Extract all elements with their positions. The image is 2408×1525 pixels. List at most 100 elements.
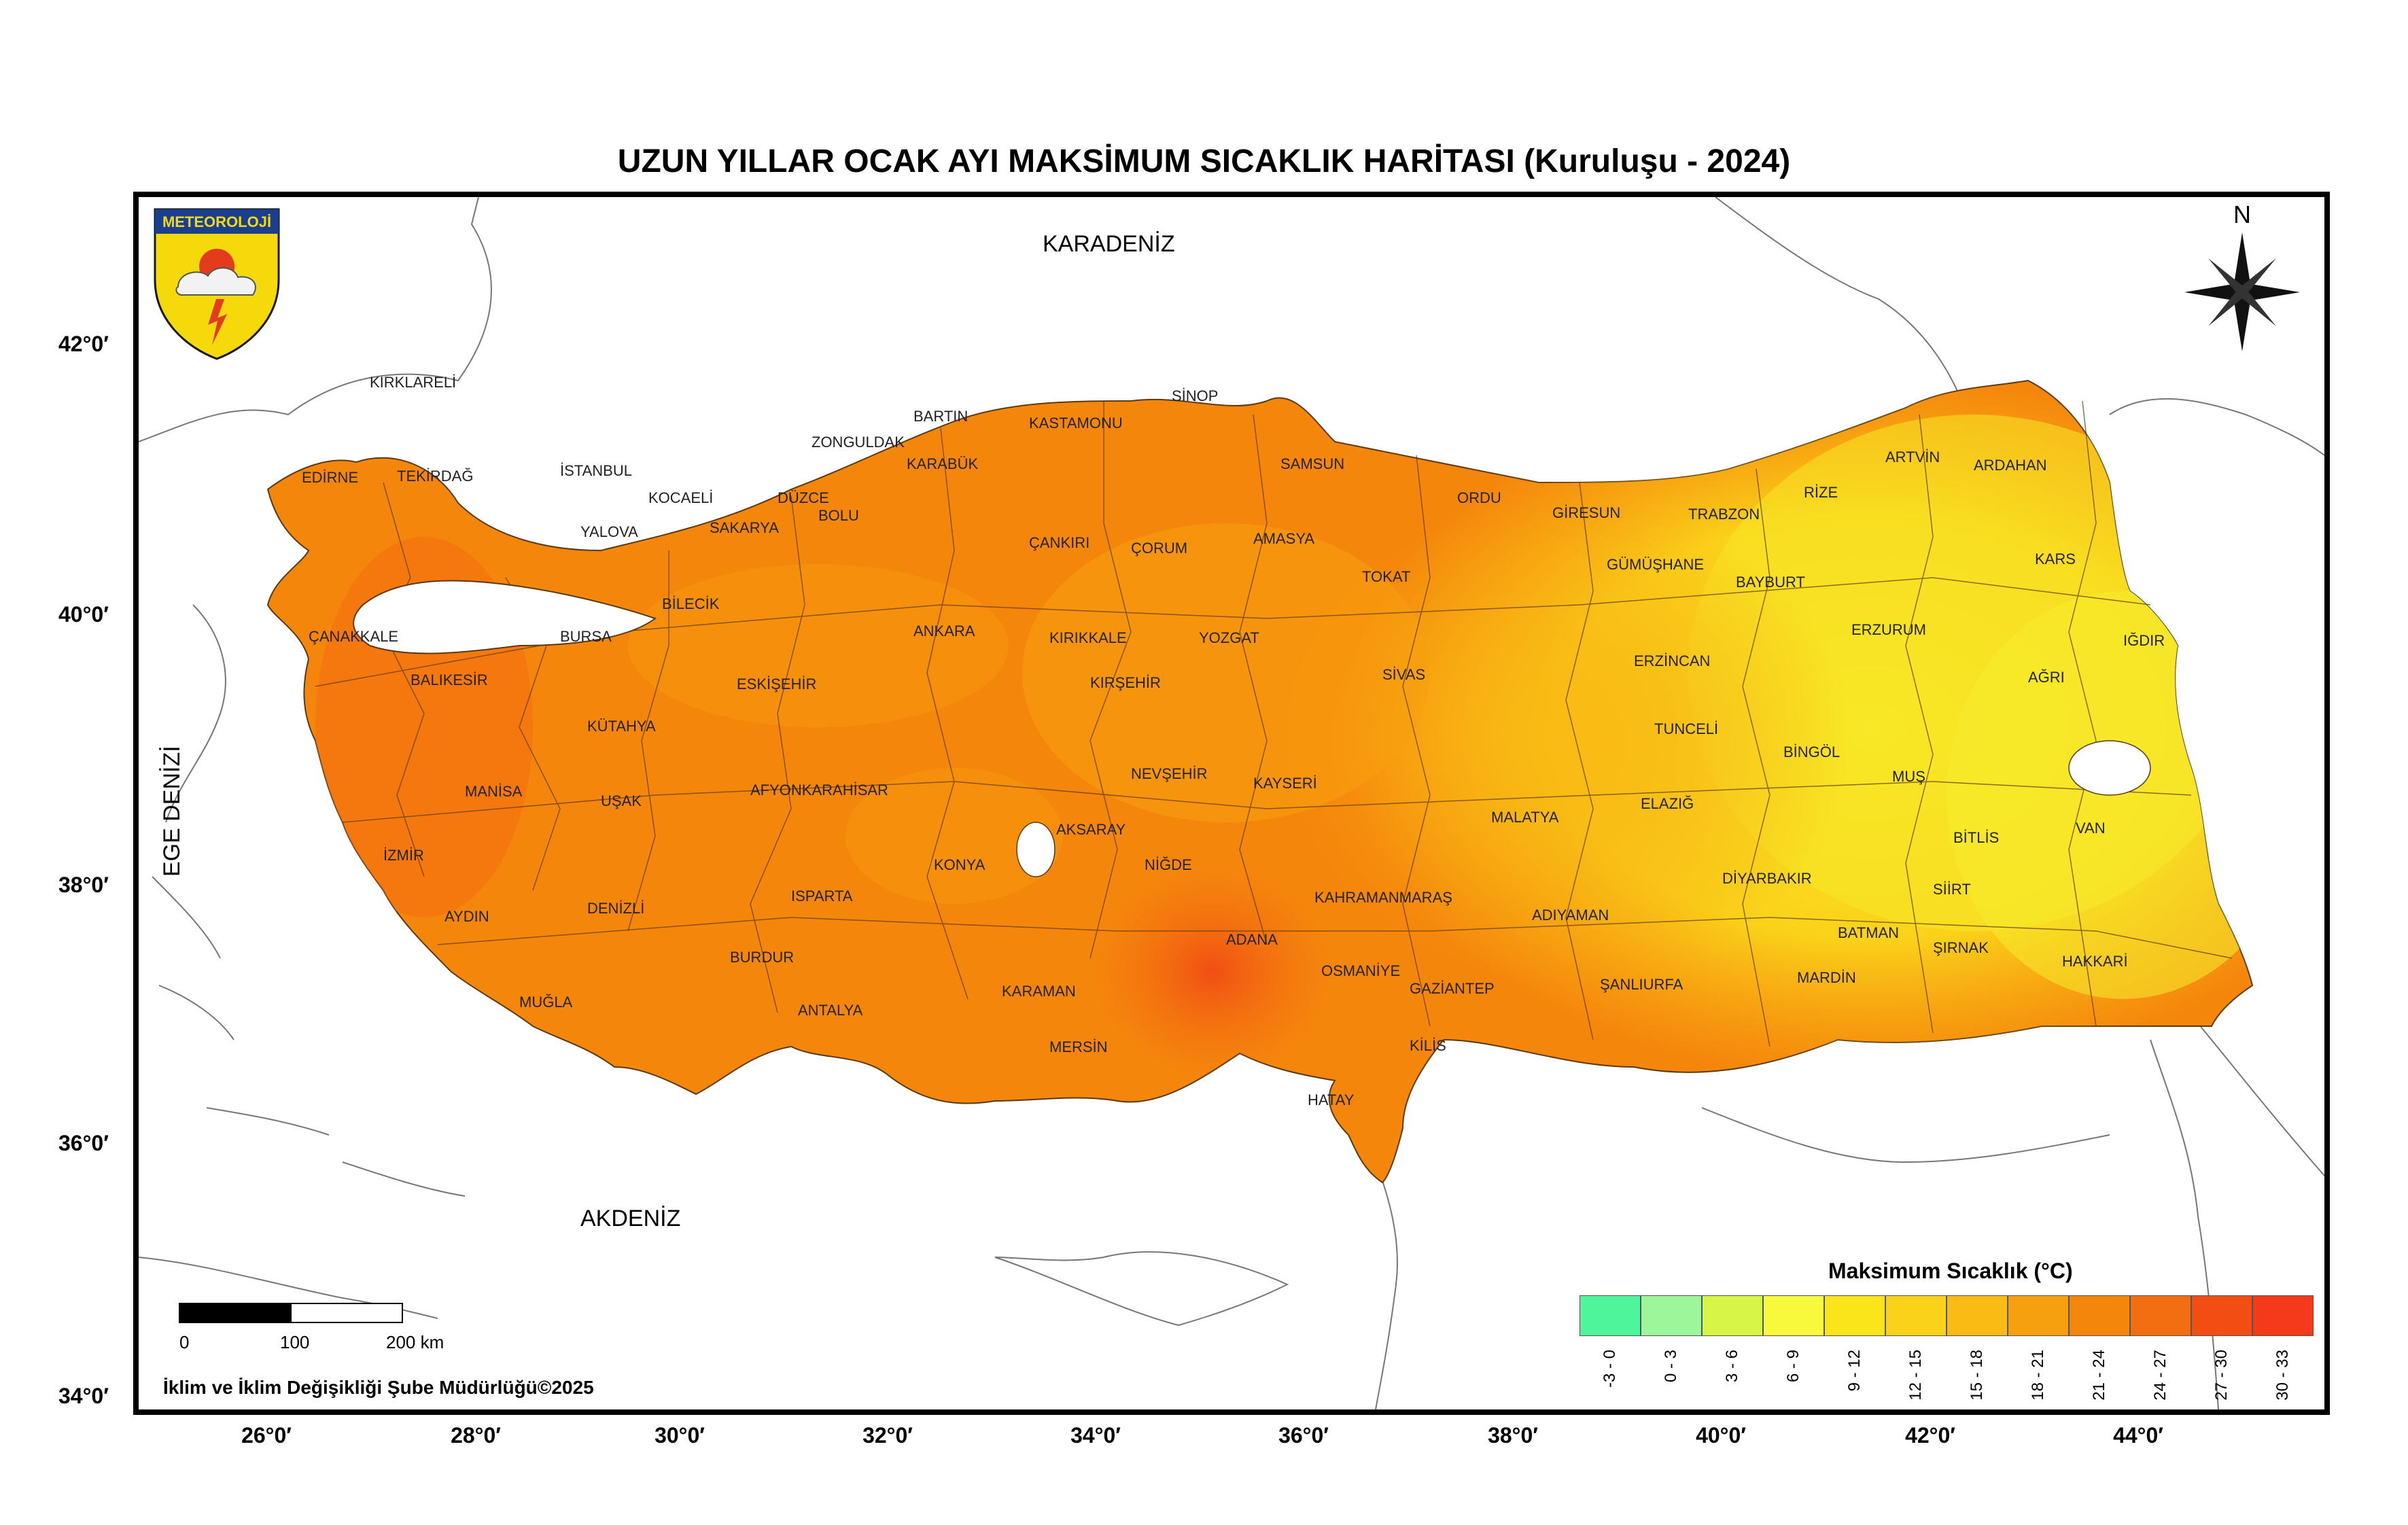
legend-swatch — [2008, 1295, 2069, 1336]
temperature-map: KARADENİZ AKDENİZ EGE DENİZİ KIRKLARELİ … — [139, 197, 2324, 1409]
province-label: BİLECİK — [662, 595, 720, 612]
lat-label-36: 36°0′ — [58, 1131, 109, 1155]
map-frame: KARADENİZ AKDENİZ EGE DENİZİ KIRKLARELİ … — [133, 192, 2330, 1415]
legend-label: 24 - 27 — [2151, 1350, 2169, 1401]
lat-label-42: 42°0′ — [58, 332, 109, 356]
scale-label-200: 200 km — [386, 1332, 444, 1352]
legend-item: 12 - 15 — [1885, 1295, 1947, 1431]
province-label: ISPARTA — [791, 888, 853, 905]
province-label: ŞANLIURFA — [1600, 976, 1683, 993]
province-label: SAKARYA — [710, 519, 779, 536]
province-label: NİĞDE — [1145, 856, 1192, 873]
province-label: HATAY — [1308, 1091, 1355, 1108]
legend-label: 9 - 12 — [1845, 1350, 1864, 1392]
province-label: ÇANKIRI — [1029, 534, 1089, 551]
province-label: UŞAK — [601, 792, 642, 809]
meteoroloji-logo: METEOROLOJİ — [151, 205, 283, 362]
credit-text: İklim ve İklim Değişikliği Şube Müdürlüğ… — [163, 1377, 594, 1398]
province-label: BALIKESİR — [411, 671, 488, 688]
legend-label: 27 - 30 — [2212, 1350, 2231, 1401]
compass-rose-icon: N — [2184, 200, 2300, 351]
province-label: YALOVA — [580, 523, 638, 540]
north-arrow: N — [2178, 198, 2307, 362]
province-label: KAYSERİ — [1253, 775, 1317, 792]
province-label: MUŞ — [1892, 768, 1925, 785]
province-label: BİNGÖL — [1783, 743, 1840, 760]
province-label: BİTLİS — [1953, 829, 1999, 846]
province-label: İSTANBUL — [560, 462, 632, 479]
province-label: BAYBURT — [1736, 574, 1805, 591]
lon-label-38: 38°0′ — [1488, 1423, 1538, 1448]
province-label: AYDIN — [444, 908, 489, 925]
legend-item: 6 - 9 — [1763, 1295, 1824, 1431]
province-label: GÜMÜŞHANE — [1607, 556, 1704, 573]
province-label: GİRESUN — [1552, 504, 1620, 521]
province-label: MANİSA — [465, 783, 523, 800]
sea-label-akdeniz: AKDENİZ — [580, 1206, 680, 1231]
province-label: BARTIN — [913, 408, 968, 425]
lat-label-34: 34°0′ — [58, 1384, 109, 1408]
legend-label: 6 - 9 — [1784, 1350, 1802, 1383]
province-label: RİZE — [1804, 484, 1838, 501]
province-label: KIRKLARELİ — [370, 374, 456, 391]
lon-label-44: 44°0′ — [2113, 1423, 2163, 1448]
province-label: ÇORUM — [1131, 540, 1187, 557]
legend-label: -3 - 0 — [1601, 1350, 1619, 1388]
province-label: KAHRAMANMARAŞ — [1314, 889, 1452, 906]
legend-swatch — [1702, 1295, 1763, 1336]
province-label: ANTALYA — [798, 1002, 863, 1019]
legend-label: 12 - 15 — [1906, 1350, 1925, 1401]
legend-item: 3 - 6 — [1702, 1295, 1763, 1431]
province-label: KÜTAHYA — [587, 718, 656, 735]
province-label: AĞRI — [2028, 669, 2065, 686]
province-label: ZONGULDAK — [812, 434, 905, 451]
svg-text:METEOROLOJİ: METEOROLOJİ — [162, 213, 271, 230]
legend-swatch — [2130, 1295, 2191, 1336]
province-label: MARDİN — [1797, 969, 1856, 986]
province-label: KONYA — [934, 856, 985, 873]
province-label: DÜZCE — [778, 489, 829, 506]
province-label: KASTAMONU — [1029, 415, 1123, 432]
lon-label-30: 30°0′ — [655, 1423, 705, 1448]
legend-label: 21 - 24 — [2090, 1350, 2108, 1401]
legend-item: 27 - 30 — [2191, 1295, 2252, 1431]
province-label: ŞIRNAK — [1933, 939, 1989, 956]
province-label: BOLU — [818, 507, 859, 524]
province-label: ESKİŞEHİR — [737, 676, 816, 693]
province-label: BURSA — [560, 628, 612, 645]
lon-label-32: 32°0′ — [862, 1423, 913, 1448]
sea-label-ege: EGE DENİZİ — [159, 746, 185, 877]
legend-swatch — [1947, 1295, 2008, 1336]
province-label: ARTVİN — [1885, 449, 1940, 466]
map-title: UZUN YILLAR OCAK AYI MAKSİMUM SICAKLIK H… — [617, 143, 1791, 179]
legend-item: 9 - 12 — [1824, 1295, 1885, 1431]
legend-item: -3 - 0 — [1580, 1295, 1641, 1431]
province-label: SİİRT — [1933, 881, 1971, 898]
province-label: AMASYA — [1253, 530, 1314, 547]
province-label: KARAMAN — [1002, 983, 1076, 1000]
lon-label-40: 40°0′ — [1696, 1423, 1746, 1448]
legend-swatch — [1824, 1295, 1885, 1336]
province-label: MUĞLA — [519, 994, 573, 1011]
legend-label: 15 - 18 — [1968, 1350, 1986, 1401]
lat-label-40: 40°0′ — [58, 602, 109, 627]
lon-label-28: 28°0′ — [451, 1423, 501, 1448]
province-label: ORDU — [1457, 489, 1501, 506]
province-label: ERZURUM — [1851, 621, 1926, 638]
lat-label-38: 38°0′ — [58, 873, 109, 897]
province-labels: KIRKLARELİ EDİRNE TEKİRDAĞ İSTANBUL KOCA… — [302, 374, 2165, 1108]
province-label: KIRŞEHİR — [1090, 674, 1161, 691]
legend-swatch — [2252, 1295, 2314, 1336]
province-label: OSMANİYE — [1321, 962, 1400, 979]
province-label: ARDAHAN — [1974, 457, 2047, 474]
province-label: MERSİN — [1049, 1038, 1108, 1055]
province-label: ELAZIĞ — [1641, 795, 1694, 812]
legend-item: 24 - 27 — [2130, 1295, 2191, 1431]
province-label: TRABZON — [1688, 506, 1760, 523]
province-label: BATMAN — [1838, 924, 1899, 941]
province-label: KOCAELİ — [648, 489, 713, 506]
legend-item: 0 - 3 — [1641, 1295, 1702, 1431]
lon-label-34: 34°0′ — [1070, 1423, 1121, 1448]
legend-item: 15 - 18 — [1947, 1295, 2008, 1431]
province-label: IĞDIR — [2123, 632, 2165, 649]
